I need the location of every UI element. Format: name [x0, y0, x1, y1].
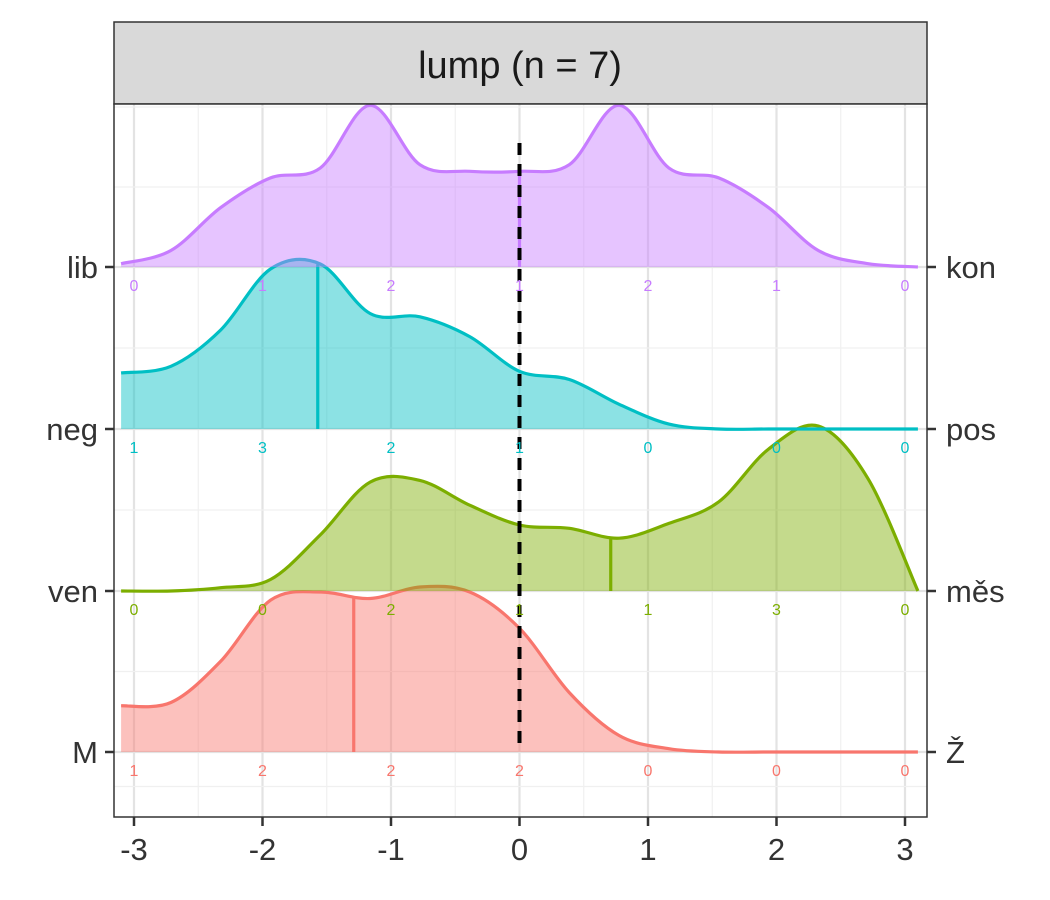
x-tick-label: 1 [639, 832, 656, 867]
count-label: 1 [130, 763, 139, 780]
count-label: 1 [644, 602, 653, 619]
left-tick-label: M [72, 735, 98, 770]
count-label: 0 [901, 602, 910, 619]
count-label: 2 [387, 440, 396, 457]
count-label: 2 [387, 278, 396, 295]
count-label: 0 [644, 763, 653, 780]
count-label: 1 [258, 278, 267, 295]
density-curve [120, 257, 918, 431]
count-label: 0 [901, 278, 910, 295]
count-label: 0 [644, 440, 653, 457]
count-label: 1 [515, 602, 524, 619]
right-tick-label: kon [946, 250, 996, 285]
count-label: 1 [772, 278, 781, 295]
count-label: 0 [130, 278, 139, 295]
density-area [121, 425, 918, 592]
x-tick-label: 2 [768, 832, 785, 867]
count-label: 3 [772, 602, 781, 619]
count-label: 2 [515, 763, 524, 780]
left-tick-label: lib [67, 250, 98, 285]
right-tick-label: pos [946, 412, 996, 447]
count-label: 0 [901, 763, 910, 780]
count-label: 0 [772, 763, 781, 780]
facet-title: lump (n = 7) [418, 45, 622, 87]
right-tick-label: Ž [946, 735, 965, 770]
facet-strip [113, 21, 928, 105]
left-tick-label: ven [48, 574, 98, 609]
count-label: 1 [515, 278, 524, 295]
x-axis: -3 -2 -1 0 1 2 3 [120, 817, 914, 867]
count-label: 0 [901, 440, 910, 457]
count-label: 3 [258, 440, 267, 457]
count-label: 0 [130, 602, 139, 619]
right-tick-label: měs [946, 574, 1005, 609]
count-label: 2 [387, 602, 396, 619]
density-curve [121, 423, 920, 593]
x-tick-label: 0 [511, 832, 528, 867]
x-tick-label: -3 [120, 832, 148, 867]
count-label: 1 [515, 440, 524, 457]
count-label: 1 [130, 440, 139, 457]
count-labels: 1 2 2 2 0 0 0 0 0 2 1 1 3 0 1 3 2 1 0 0 0 0 1 2 1 2 1 0 [130, 278, 910, 780]
count-label: 0 [772, 440, 781, 457]
x-tick-label: -2 [249, 832, 277, 867]
count-label: 2 [387, 763, 396, 780]
x-tick-label: 3 [896, 832, 913, 867]
x-tick-label: -1 [377, 832, 405, 867]
count-label: 0 [258, 602, 267, 619]
left-tick-label: neg [46, 412, 98, 447]
series-neg-pos [120, 257, 918, 431]
series-ven-měs [121, 423, 920, 593]
density-area [121, 259, 918, 430]
count-label: 2 [644, 278, 653, 295]
count-label: 2 [258, 763, 267, 780]
